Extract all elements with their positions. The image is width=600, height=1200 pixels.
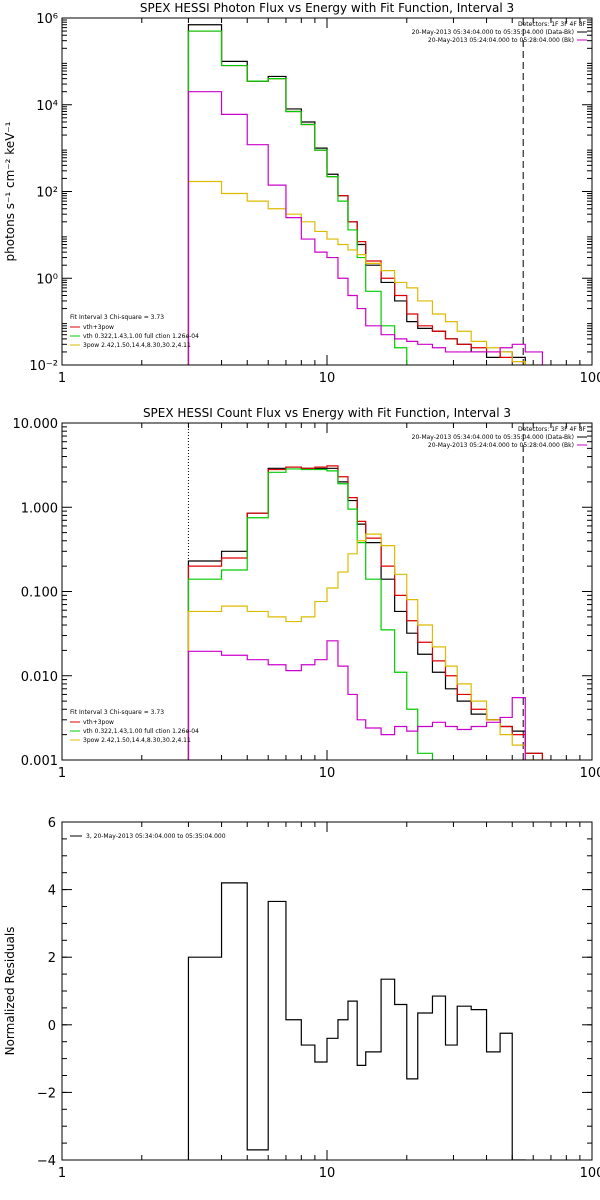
fit-legend-text: vth 0.322,1.43,1.00 full ction 1.26e-04 <box>83 728 199 735</box>
y-axis-label: photons s⁻¹ cm⁻² keV⁻¹ <box>3 121 17 261</box>
x-tick-label: 100 <box>580 1166 600 1181</box>
plot-frame <box>61 17 593 366</box>
x-tick-label: 10 <box>319 371 336 386</box>
y-tick-label: 10⁻² <box>29 359 58 374</box>
detectors-label: Detectors: 1F 3F 4F 8F <box>518 21 587 28</box>
y-tick-label: 4 <box>48 884 56 899</box>
time-legend-text: 20-May-2013 05:34:04.000 to 05:35:04.000… <box>412 434 574 441</box>
fit-header: Fit Interval 3 Chi-square = 3.73 <box>70 314 164 321</box>
chart-title: SPEX HESSI Photon Flux vs Energy with Fi… <box>140 1 514 15</box>
x-tick-label: 1 <box>58 766 66 781</box>
residual-legend-text: 3, 20-May-2013 05:34:04.000 to 05:35:04.… <box>86 833 226 840</box>
chart-panel-3: Normalized Residuals 1 10 100 −4 −2 0 2 4 6 3, 20-… <box>3 816 600 1181</box>
y-tick-label: 2 <box>48 951 56 966</box>
x-tick-label: 100 <box>580 371 600 386</box>
y-tick-label: 10⁰ <box>36 272 58 287</box>
chart-panel-2: SPEX HESSI Count Flux vs Energy with Fit… <box>13 406 600 781</box>
plot-frame <box>61 821 593 1161</box>
x-tick-label: 10 <box>319 766 336 781</box>
y-tick-label: 0.010 <box>21 670 58 685</box>
y-tick-label: 10⁴ <box>36 99 58 114</box>
time-legend-text: 20-May-2013 05:34:04.000 to 05:35:04.000… <box>412 29 574 36</box>
chart-panel-1: SPEX HESSI Photon Flux vs Energy with Fi… <box>3 1 600 386</box>
y-tick-label: 0.100 <box>21 586 58 601</box>
series-line-3 <box>187 468 434 760</box>
time-legend-text: 20-May-2013 05:24:04.000 to 05:28:04.000… <box>428 442 574 449</box>
time-legend-text: 20-May-2013 05:24:04.000 to 05:28:04.000… <box>428 37 574 44</box>
y-tick-label: 10² <box>36 186 58 201</box>
x-tick-label: 10 <box>319 1166 336 1181</box>
fit-legend-text: vth+3pow <box>83 719 114 726</box>
chart-title: SPEX HESSI Count Flux vs Energy with Fit… <box>143 406 511 420</box>
fit-legend-text: vth+3pow <box>83 324 114 331</box>
y-tick-label: 0.001 <box>21 754 58 769</box>
plot-area <box>187 18 544 365</box>
detectors-label: Detectors: 1F 3F 4F 8F <box>518 426 587 433</box>
fit-legend-text: 3pow 2.42,1.50,14.4,8.30,30.2,4.11 <box>83 737 191 744</box>
y-tick-label: −4 <box>37 1154 56 1169</box>
x-tick-label: 100 <box>580 766 600 781</box>
y-tick-label: 0 <box>48 1019 56 1034</box>
y-tick-label: 10⁶ <box>36 12 58 27</box>
y-tick-label: −2 <box>37 1086 56 1101</box>
series-line-5 <box>187 640 526 760</box>
x-tick-label: 1 <box>58 1166 66 1181</box>
series-line-5 <box>187 91 544 365</box>
x-tick-label: 1 <box>58 371 66 386</box>
series-line-4 <box>187 533 544 760</box>
plot-area <box>187 882 526 1160</box>
fit-header: Fit Interval 3 Chi-square = 3.73 <box>70 709 164 716</box>
y-tick-label: 1.000 <box>21 501 58 516</box>
plot-frame <box>61 422 593 761</box>
fit-legend-text: 3pow 2.42,1.50,14.4,8.30,30.2,4.11 <box>83 342 191 349</box>
y-tick-label: 10.000 <box>13 417 59 432</box>
plot-area <box>187 423 544 760</box>
series-line-1 <box>187 882 526 1160</box>
fit-legend-text: vth 0.322,1.43,1.00 full ction 1.26e-04 <box>83 333 199 340</box>
series-line-3 <box>187 30 408 365</box>
y-tick-label: 6 <box>48 816 56 831</box>
y-axis-label: Normalized Residuals <box>3 927 17 1056</box>
